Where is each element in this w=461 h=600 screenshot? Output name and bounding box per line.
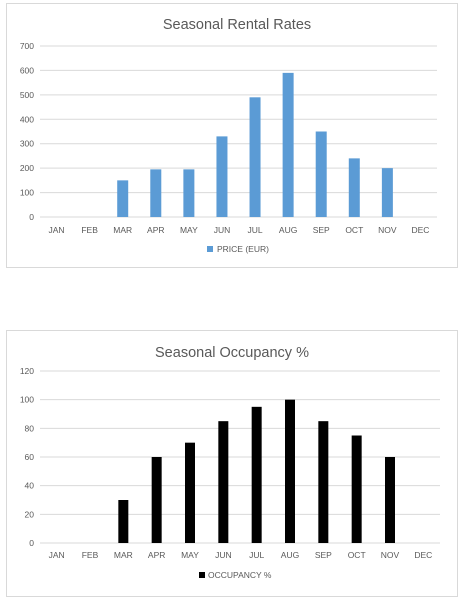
x-tick-label: DEC	[414, 550, 432, 560]
occupancy-chart-svg: Seasonal Occupancy % 0 20 40 60 80 100 120 JAN…	[20, 345, 440, 580]
y-tick-label: 120	[20, 366, 34, 376]
legend-swatch	[199, 572, 205, 578]
x-tick-label: JAN	[49, 225, 65, 235]
bar-oct	[348, 158, 360, 217]
y-tick-label: 100	[20, 395, 34, 405]
bar-jun	[218, 421, 229, 543]
x-tick-label: JUN	[215, 550, 232, 560]
occupancy-chart: Seasonal Occupancy % 0 20 40 60 80 100 120 JAN…	[6, 330, 458, 597]
x-tick-label: SEP	[313, 225, 330, 235]
y-tick-label: 500	[20, 90, 34, 100]
x-tick-label: FEB	[81, 225, 98, 235]
x-tick-label: AUG	[281, 550, 299, 560]
x-tick-label: JAN	[49, 550, 65, 560]
bar-apr	[151, 457, 162, 543]
y-tick-label: 20	[25, 509, 35, 519]
y-tick-label: 700	[20, 41, 34, 51]
y-tick-label: 60	[25, 452, 35, 462]
y-tick-label: 0	[29, 538, 34, 548]
y-axis-ticks: 0 20 40 60 80 100 120	[20, 366, 34, 548]
x-tick-label: JUN	[214, 225, 231, 235]
x-tick-label: OCT	[345, 225, 363, 235]
x-tick-label: MAY	[181, 550, 199, 560]
bars	[117, 72, 393, 217]
bar-aug	[282, 72, 294, 217]
bars	[118, 399, 395, 543]
y-tick-label: 200	[20, 163, 34, 173]
x-tick-label: OCT	[348, 550, 366, 560]
y-tick-label: 400	[20, 114, 34, 124]
chart-title: Seasonal Occupancy %	[155, 345, 309, 361]
chart-title: Seasonal Rental Rates	[163, 17, 311, 33]
x-tick-label: AUG	[279, 225, 297, 235]
bar-sep	[315, 131, 327, 217]
rental-rates-chart-svg: Seasonal Rental Rates 0 100 200 300 400 500 60…	[20, 17, 437, 254]
y-tick-label: 40	[25, 481, 35, 491]
x-axis-ticks: JAN FEB MAR APR MAY JUN JUL AUG SEP OCT NOV DEC	[49, 225, 430, 235]
legend-label: OCCUPANCY %	[208, 570, 272, 580]
bar-aug	[285, 399, 295, 543]
x-tick-label: MAR	[113, 225, 132, 235]
x-tick-label: NOV	[381, 550, 400, 560]
x-tick-label: APR	[148, 550, 165, 560]
y-tick-label: 0	[29, 212, 34, 222]
x-tick-label: SEP	[315, 550, 332, 560]
bar-sep	[318, 421, 329, 543]
x-tick-label: MAR	[114, 550, 133, 560]
x-tick-label: APR	[147, 225, 164, 235]
bar-jul	[251, 406, 262, 543]
y-tick-label: 600	[20, 65, 34, 75]
rental-rates-chart: Seasonal Rental Rates 0 100 200 300 400 500 60…	[6, 3, 458, 268]
x-tick-label: MAY	[180, 225, 198, 235]
bar-may	[185, 442, 195, 543]
bar-oct	[351, 435, 362, 543]
bar-nov	[385, 457, 395, 543]
bar-jul	[249, 97, 261, 217]
bar-nov	[381, 168, 393, 217]
x-tick-label: NOV	[378, 225, 397, 235]
bar-apr	[150, 169, 162, 217]
bar-may	[183, 169, 195, 217]
legend: PRICE (EUR)	[207, 244, 269, 254]
y-tick-label: 80	[25, 423, 35, 433]
y-tick-label: 100	[20, 188, 34, 198]
x-tick-label: JUL	[247, 225, 262, 235]
y-axis-ticks: 0 100 200 300 400 500 600 700	[20, 41, 34, 222]
grid-lines	[40, 370, 440, 544]
x-tick-label: FEB	[82, 550, 99, 560]
y-tick-label: 300	[20, 139, 34, 149]
bar-mar	[118, 500, 129, 543]
x-tick-label: JUL	[249, 550, 264, 560]
bar-mar	[117, 180, 129, 217]
grid-lines	[40, 45, 437, 218]
x-tick-label: DEC	[411, 225, 429, 235]
bar-jun	[216, 136, 228, 217]
x-axis-ticks: JAN FEB MAR APR MAY JUN JUL AUG SEP OCT NOV DEC	[49, 550, 433, 560]
legend: OCCUPANCY %	[199, 570, 272, 580]
legend-label: PRICE (EUR)	[217, 244, 269, 254]
legend-swatch	[207, 246, 213, 252]
